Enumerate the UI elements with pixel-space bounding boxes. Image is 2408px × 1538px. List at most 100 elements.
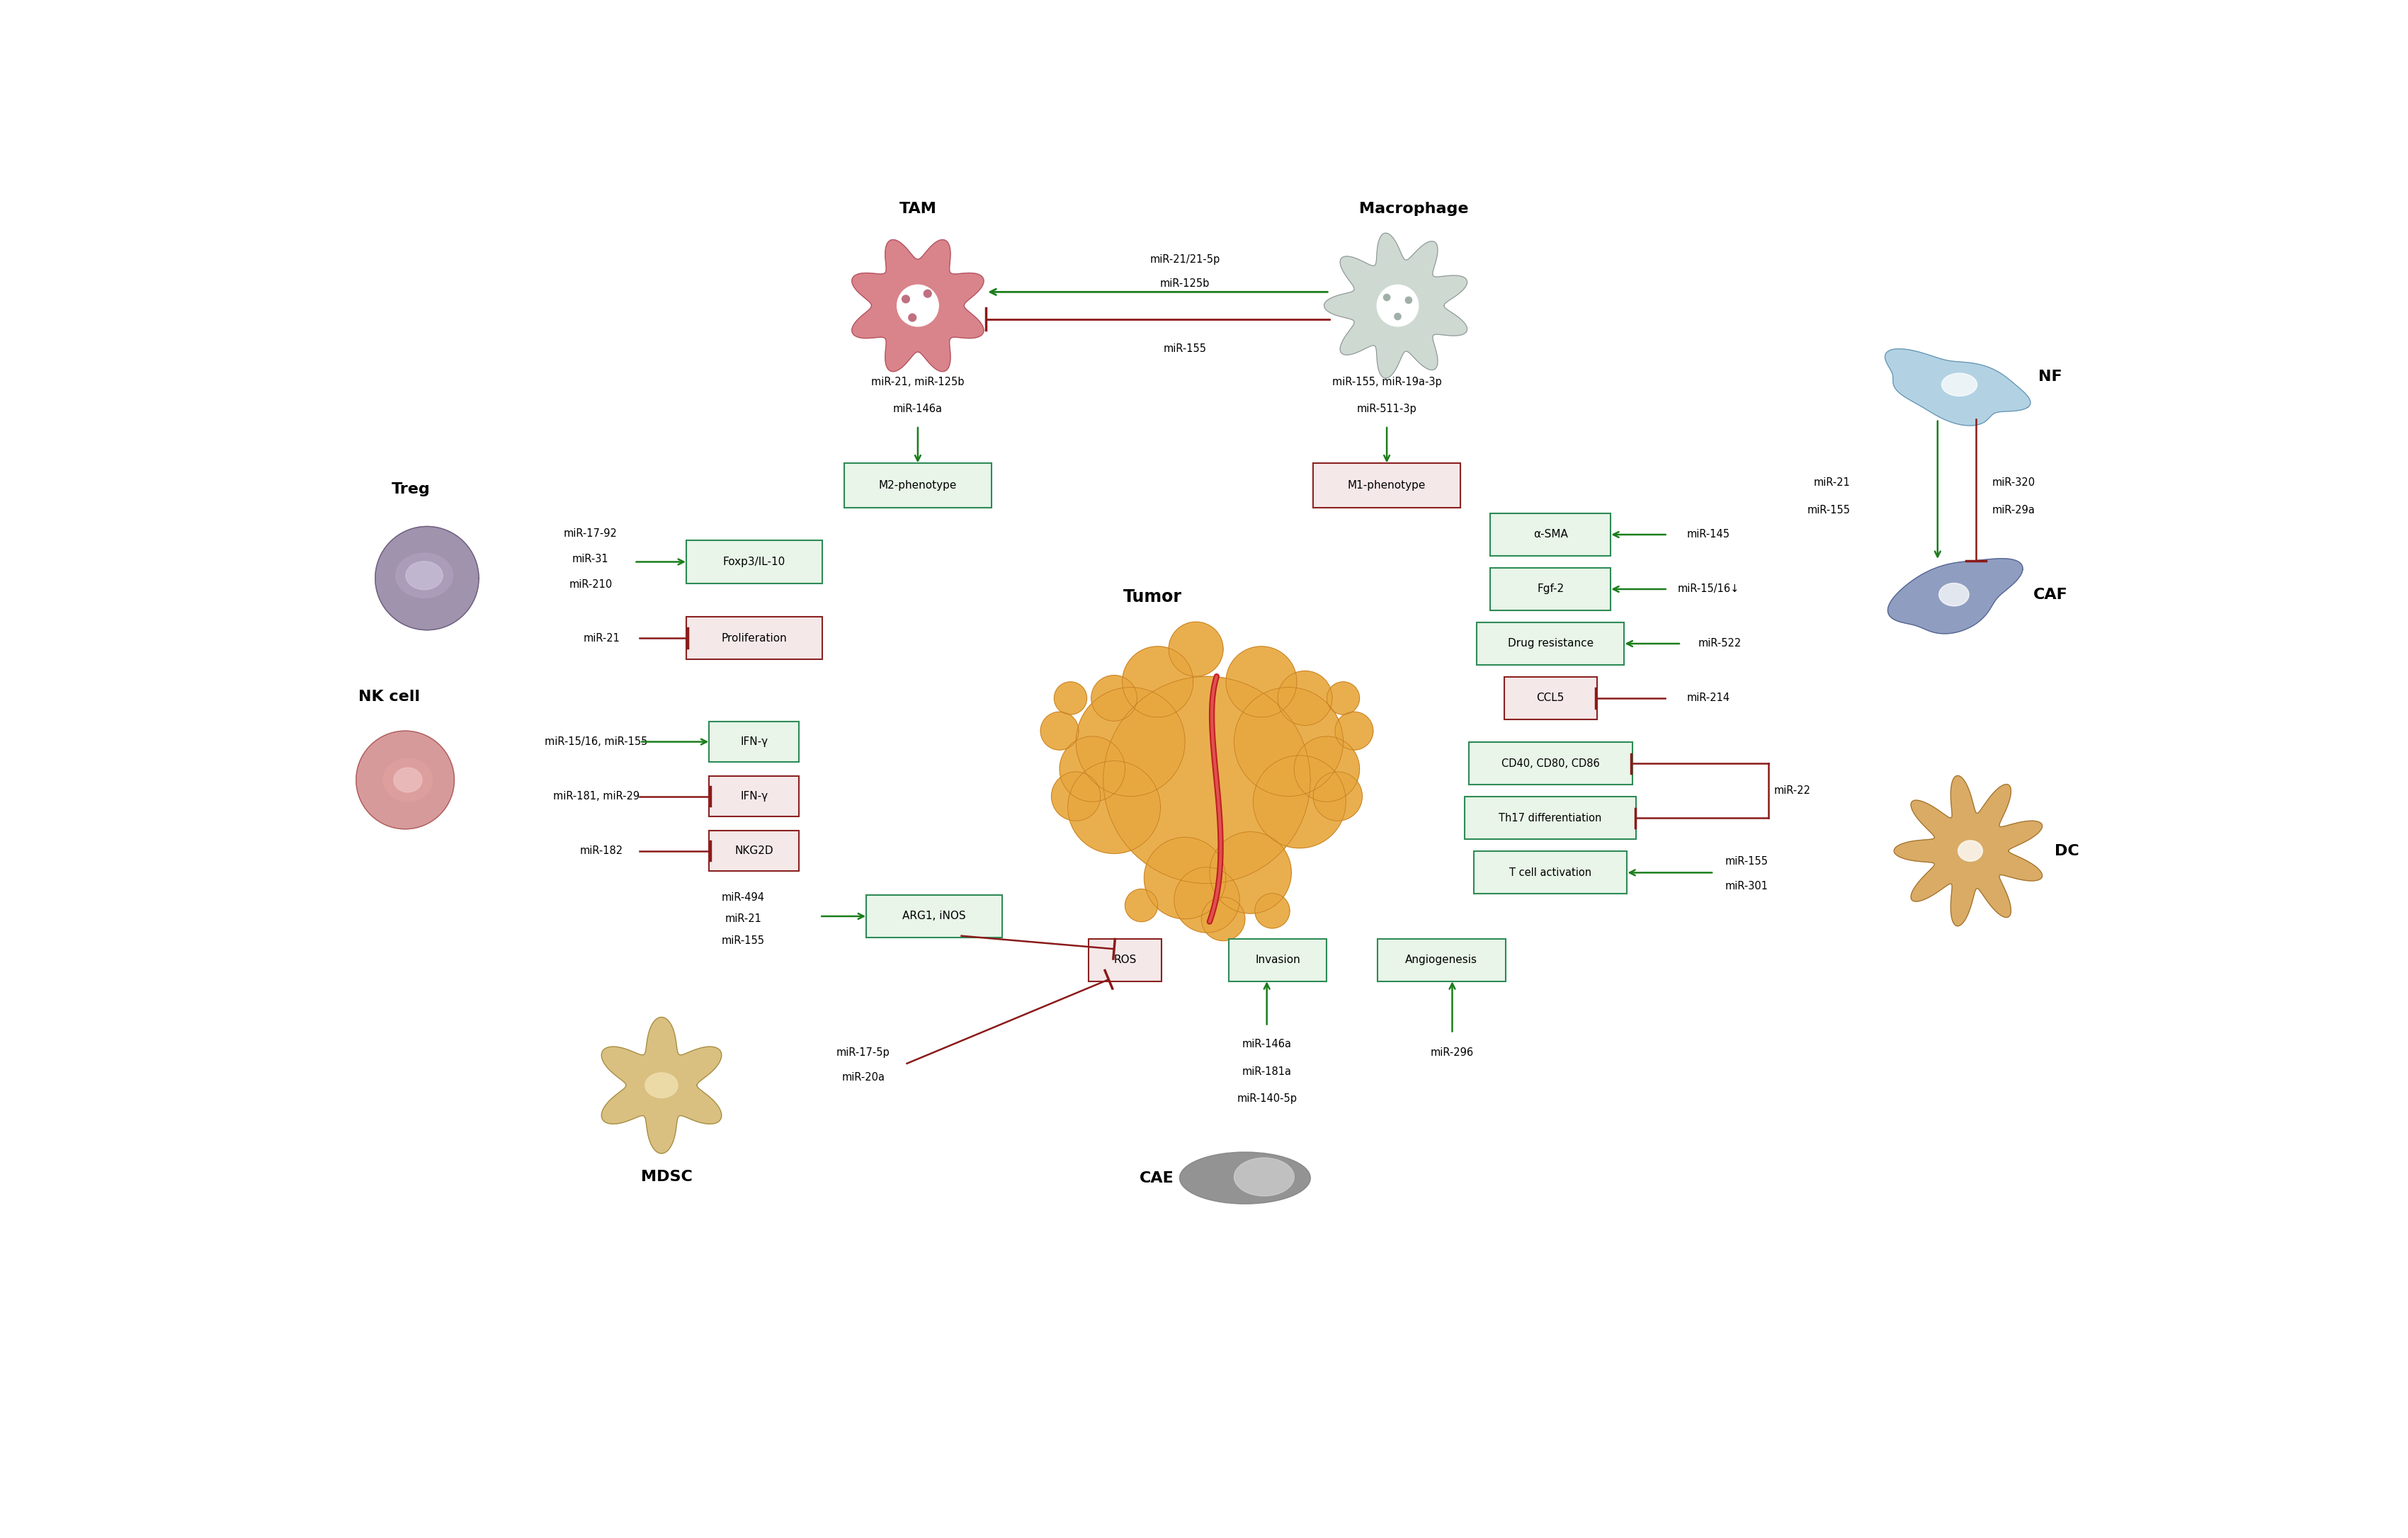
FancyBboxPatch shape [845, 463, 992, 508]
Text: miR-140-5p: miR-140-5p [1238, 1094, 1298, 1104]
Ellipse shape [405, 561, 443, 589]
Polygon shape [1885, 349, 2030, 426]
Text: Foxp3/IL-10: Foxp3/IL-10 [722, 557, 785, 568]
Circle shape [903, 295, 910, 303]
Text: miR-20a: miR-20a [843, 1072, 884, 1083]
Text: NKG2D: NKG2D [734, 846, 773, 857]
Circle shape [1233, 687, 1344, 797]
Polygon shape [1324, 234, 1466, 378]
Text: DC: DC [2054, 844, 2081, 858]
FancyBboxPatch shape [867, 895, 1002, 938]
Text: TAM: TAM [898, 201, 937, 215]
Text: miR-494: miR-494 [722, 892, 766, 903]
Circle shape [1125, 889, 1158, 921]
Text: miR-21, miR-125b: miR-21, miR-125b [872, 377, 963, 388]
FancyBboxPatch shape [1312, 463, 1459, 508]
Circle shape [356, 731, 455, 829]
Text: Macrophage: Macrophage [1361, 201, 1469, 215]
FancyBboxPatch shape [1474, 852, 1628, 894]
FancyBboxPatch shape [1228, 938, 1327, 981]
Text: miR-181, miR-29: miR-181, miR-29 [554, 791, 638, 801]
Text: Angiogenesis: Angiogenesis [1406, 955, 1479, 966]
Text: miR-21: miR-21 [583, 634, 619, 643]
FancyBboxPatch shape [710, 721, 799, 763]
Text: ROS: ROS [1112, 955, 1137, 966]
Text: NF: NF [2040, 369, 2061, 383]
Text: ARG1, iNOS: ARG1, iNOS [903, 910, 966, 921]
Circle shape [1252, 755, 1346, 847]
Text: miR-155: miR-155 [722, 935, 766, 946]
Text: miR-31: miR-31 [573, 554, 609, 564]
Text: miR-155: miR-155 [1806, 504, 1849, 515]
Text: Th17 differentiation: Th17 differentiation [1498, 812, 1601, 823]
Polygon shape [1895, 775, 2042, 926]
Ellipse shape [1180, 1152, 1310, 1204]
Text: IFN-γ: IFN-γ [739, 737, 768, 747]
Circle shape [908, 314, 915, 321]
Text: NK cell: NK cell [359, 689, 419, 703]
FancyBboxPatch shape [1491, 568, 1611, 611]
FancyBboxPatch shape [1505, 677, 1597, 720]
Text: miR-21: miR-21 [1813, 477, 1849, 488]
Circle shape [1226, 646, 1298, 717]
Circle shape [1168, 621, 1223, 677]
Text: miR-181a: miR-181a [1243, 1066, 1291, 1077]
Circle shape [1385, 294, 1389, 301]
Text: M2-phenotype: M2-phenotype [879, 480, 956, 491]
Text: miR-17-5p: miR-17-5p [836, 1047, 891, 1058]
Circle shape [1202, 897, 1245, 941]
Circle shape [925, 289, 932, 297]
Circle shape [1076, 687, 1185, 797]
Circle shape [1209, 832, 1291, 914]
Text: T cell activation: T cell activation [1510, 867, 1592, 878]
Text: miR-15/16↓: miR-15/16↓ [1678, 584, 1739, 595]
Text: miR-21: miR-21 [725, 914, 761, 924]
Text: miR-511-3p: miR-511-3p [1356, 404, 1416, 415]
Text: miR-522: miR-522 [1698, 638, 1741, 649]
Text: CD40, CD80, CD86: CD40, CD80, CD86 [1500, 758, 1599, 769]
Ellipse shape [1235, 1158, 1293, 1197]
Text: miR-145: miR-145 [1688, 529, 1729, 540]
Text: Tumor: Tumor [1122, 589, 1182, 606]
Polygon shape [1888, 558, 2023, 634]
Text: miR-125b: miR-125b [1161, 278, 1209, 289]
Circle shape [1060, 737, 1125, 801]
Circle shape [1091, 675, 1137, 721]
Text: miR-146a: miR-146a [1243, 1040, 1291, 1050]
FancyBboxPatch shape [686, 540, 824, 583]
Circle shape [898, 285, 939, 326]
Text: Fgf-2: Fgf-2 [1536, 584, 1563, 595]
Circle shape [1122, 646, 1194, 717]
Text: IFN-γ: IFN-γ [739, 791, 768, 801]
Circle shape [1406, 297, 1411, 303]
Text: CAF: CAF [2032, 588, 2068, 601]
Text: miR-146a: miR-146a [893, 404, 942, 415]
FancyBboxPatch shape [1476, 623, 1623, 664]
Circle shape [1067, 761, 1161, 854]
Text: α-SMA: α-SMA [1534, 529, 1568, 540]
FancyBboxPatch shape [686, 617, 824, 660]
Text: miR-22: miR-22 [1775, 786, 1811, 797]
Circle shape [1377, 285, 1418, 326]
Circle shape [1312, 772, 1363, 821]
Text: Drug resistance: Drug resistance [1507, 638, 1594, 649]
Text: miR-182: miR-182 [580, 846, 624, 857]
Circle shape [1334, 712, 1373, 751]
Polygon shape [852, 240, 985, 372]
Text: CCL5: CCL5 [1536, 692, 1565, 703]
Ellipse shape [383, 758, 433, 801]
Ellipse shape [645, 1074, 679, 1098]
Text: Treg: Treg [390, 483, 431, 497]
Circle shape [1327, 681, 1361, 715]
Text: M1-phenotype: M1-phenotype [1348, 480, 1426, 491]
Circle shape [1255, 894, 1291, 929]
Text: Proliferation: Proliferation [722, 634, 787, 643]
Text: miR-155, miR-19a-3p: miR-155, miR-19a-3p [1332, 377, 1442, 388]
Text: miR-301: miR-301 [1724, 881, 1767, 892]
Circle shape [1040, 712, 1079, 751]
Circle shape [1293, 737, 1361, 801]
Ellipse shape [1958, 840, 1982, 861]
Text: miR-296: miR-296 [1430, 1047, 1474, 1058]
Ellipse shape [1938, 583, 1970, 606]
Text: miR-29a: miR-29a [1991, 504, 2035, 515]
